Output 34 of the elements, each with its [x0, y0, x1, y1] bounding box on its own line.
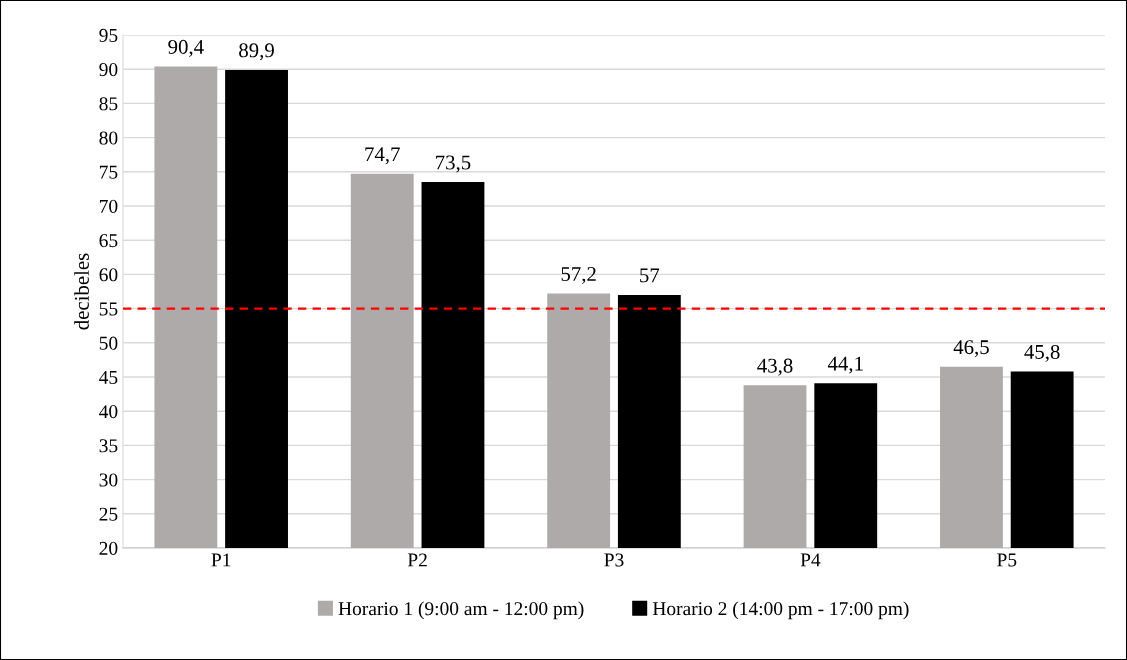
data-label: 45,8	[1024, 344, 1060, 362]
y-tick-label: 85	[99, 97, 118, 111]
y-tick-label: 20	[99, 541, 118, 555]
y-axis-title: decibeles	[74, 253, 89, 330]
data-label: 57,2	[561, 266, 596, 284]
data-label: 90,4	[168, 39, 204, 57]
data-label: 44,1	[827, 356, 863, 374]
y-tick-label: 75	[99, 165, 118, 179]
y-tick-label: 90	[99, 63, 118, 77]
y-tick-label: 25	[99, 507, 118, 521]
x-tick-label: P4	[800, 553, 821, 567]
y-tick-label: 60	[99, 268, 118, 282]
data-label: 74,7	[365, 147, 400, 165]
x-tick-label: P5	[997, 553, 1017, 567]
y-tick-label: 55	[99, 302, 118, 316]
legend-label: Horario 1 (9:00 am - 12:00 pm)	[338, 601, 584, 620]
y-tick-label: 45	[99, 370, 118, 384]
y-tick-label: 70	[99, 199, 118, 213]
data-label: 73,5	[436, 155, 471, 173]
data-label: 89,9	[239, 43, 274, 61]
x-tick-label: P3	[604, 553, 624, 567]
data-label: 57	[640, 268, 660, 283]
y-tick-label: 80	[99, 131, 118, 145]
x-tick-label: P1	[211, 553, 231, 567]
x-tick-label: P2	[407, 553, 427, 567]
legend-label: Horario 2 (14:00 pm - 17:00 pm)	[652, 601, 909, 620]
y-tick-label: 95	[99, 28, 118, 42]
data-label: 43,8	[757, 358, 793, 376]
y-tick-label: 35	[99, 439, 118, 453]
data-label: 46,5	[953, 340, 989, 358]
y-tick-label: 40	[99, 405, 118, 419]
y-tick-label: 50	[99, 336, 118, 350]
y-tick-label: 65	[99, 234, 118, 248]
y-tick-label: 30	[99, 473, 118, 487]
